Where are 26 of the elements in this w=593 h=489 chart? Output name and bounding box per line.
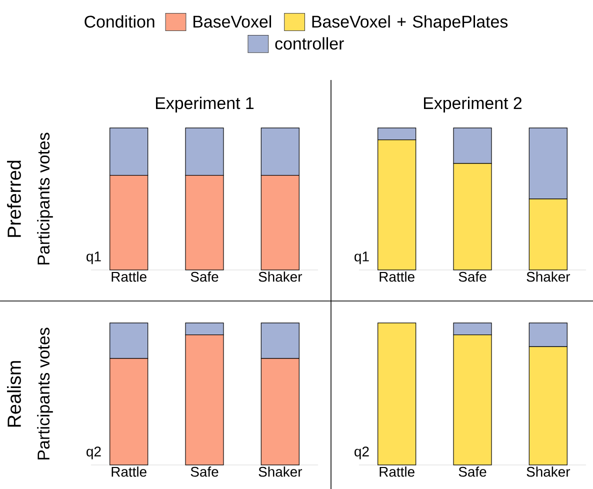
x-tick-label: Rattle [380,272,414,282]
legend-label: BaseVoxel [194,15,272,28]
annotation: q2 [86,446,101,460]
x-tick-label: Rattle [112,272,146,282]
legend-label: controller [275,37,344,50]
annotation: q1 [354,252,369,264]
x-tick-label: Shaker [526,272,570,282]
chart-title: Experiment 1 [156,96,254,112]
chart-title: Experiment 2 [424,96,522,112]
x-tick-label: Safe [190,272,218,282]
x-tick-label: Safe [458,466,486,477]
x-tick-label: Rattle [380,466,414,477]
annotation: q2 [354,446,369,460]
annotation: q1 [86,252,101,264]
legend-label: BaseVoxel + ShapePlates [312,15,508,32]
x-tick-label: Safe [458,272,486,282]
y-axis-title: Participants votes [37,132,53,264]
text: Preferred [7,160,21,237]
y-axis-title: Participants votes [37,328,53,460]
x-tick-label: Shaker [526,466,570,477]
x-tick-label: Shaker [258,466,302,477]
legend-title: Condition [84,15,154,28]
x-tick-label: Rattle [112,466,146,477]
text: Realism [7,361,21,427]
x-tick-label: Safe [190,466,218,477]
x-tick-label: Shaker [258,272,302,282]
